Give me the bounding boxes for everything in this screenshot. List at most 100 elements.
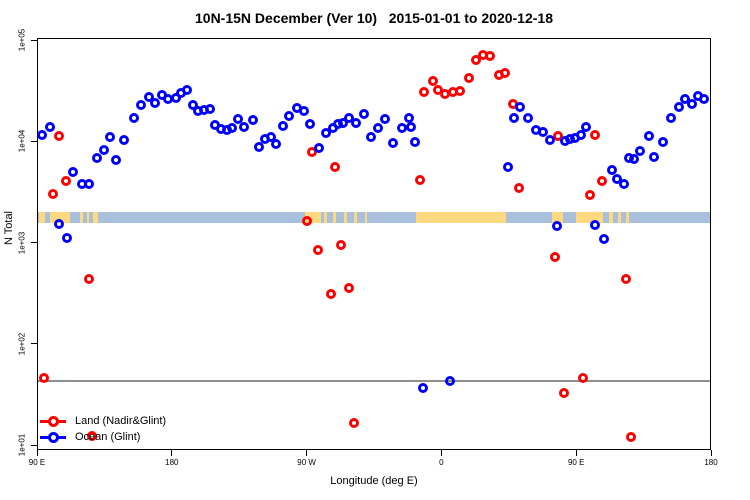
- data-point-ocean: [226, 123, 237, 134]
- data-point-land: [83, 274, 94, 284]
- data-point-ocean: [514, 102, 525, 113]
- data-point-ocean: [136, 100, 147, 111]
- legend-label: Land (Nadir&Glint): [75, 415, 167, 427]
- data-point-ocean: [247, 114, 258, 125]
- data-point-land: [620, 274, 631, 284]
- data-point-ocean: [149, 98, 160, 109]
- data-point-land: [86, 430, 97, 441]
- x-tick: [171, 450, 173, 456]
- data-point-land: [499, 68, 510, 78]
- data-point-ocean: [657, 136, 668, 147]
- y-tick-label: 1e+05: [17, 28, 27, 52]
- data-point-ocean: [643, 131, 654, 142]
- data-point-ocean: [204, 104, 215, 114]
- data-point-land: [558, 387, 569, 398]
- data-point-ocean: [396, 123, 407, 134]
- data-point-ocean: [405, 121, 416, 132]
- data-point-land: [312, 245, 323, 256]
- legend-item-ocean: Ocean (Glint): [40, 430, 200, 446]
- map-band-land: [416, 211, 506, 223]
- data-point-land: [578, 372, 589, 383]
- x-tick-label: 90 W: [297, 458, 316, 467]
- map-band-land: [39, 211, 46, 223]
- data-point-ocean: [304, 119, 315, 130]
- data-point-ocean: [387, 137, 398, 148]
- data-point-land: [549, 251, 560, 262]
- data-point-ocean: [104, 131, 115, 142]
- data-point-ocean: [238, 121, 249, 132]
- data-point-land: [47, 189, 58, 200]
- data-point-ocean: [321, 128, 332, 139]
- plot-area: [37, 38, 711, 450]
- data-point-ocean: [686, 98, 697, 109]
- y-tick: [31, 242, 37, 243]
- x-tick: [710, 450, 712, 456]
- data-point-land: [513, 183, 524, 194]
- data-point-land: [625, 431, 636, 442]
- map-band-land: [324, 211, 328, 223]
- map-band-land: [333, 211, 337, 223]
- data-point-ocean: [575, 129, 586, 140]
- map-band-land: [364, 211, 368, 223]
- data-point-land: [330, 161, 340, 172]
- map-band-land: [608, 211, 613, 223]
- data-point-land: [53, 131, 64, 142]
- data-point-ocean: [365, 131, 376, 142]
- data-point-ocean: [673, 102, 684, 113]
- map-band-land: [79, 211, 83, 223]
- map-band-land: [343, 211, 347, 223]
- data-point-land: [463, 73, 474, 83]
- data-point-land: [343, 282, 354, 293]
- y-tick-label: 1e+03: [17, 231, 27, 254]
- map-band-land: [49, 211, 71, 223]
- data-point-ocean: [502, 161, 513, 172]
- data-point-ocean: [67, 167, 78, 178]
- y-tick-label: 1e+02: [17, 332, 27, 355]
- data-point-ocean: [343, 112, 354, 123]
- map-band-ocean: [38, 211, 710, 223]
- data-point-land: [349, 417, 360, 428]
- x-tick-label: 90 E: [567, 458, 585, 467]
- data-point-land: [302, 216, 312, 227]
- data-point-land: [414, 174, 425, 185]
- data-point-ocean: [358, 109, 369, 120]
- map-band-land: [354, 211, 357, 223]
- data-point-land: [484, 50, 495, 61]
- data-point-ocean: [618, 178, 629, 189]
- legend-label: Ocean (Glint): [75, 431, 141, 443]
- data-point-ocean: [91, 153, 102, 164]
- data-point-ocean: [580, 121, 591, 132]
- data-point-ocean: [61, 233, 72, 244]
- data-point-ocean: [182, 85, 193, 96]
- data-point-land: [38, 372, 49, 383]
- x-tick-label: 90 E: [28, 458, 46, 467]
- data-point-ocean: [270, 138, 281, 149]
- data-point-ocean: [537, 127, 548, 138]
- reference-line: [38, 379, 710, 382]
- data-point-ocean: [551, 220, 562, 231]
- data-point-land: [61, 176, 71, 187]
- x-tick: [306, 450, 308, 456]
- data-point-ocean: [37, 129, 48, 140]
- data-point-ocean: [350, 117, 361, 128]
- data-point-land: [336, 240, 346, 251]
- data-point-land: [589, 129, 600, 140]
- data-point-ocean: [299, 105, 309, 116]
- y-tick-label: 1e+01: [17, 433, 27, 457]
- data-point-ocean: [698, 94, 709, 105]
- legend-item-land: Land (Nadir&Glint): [40, 414, 200, 430]
- data-point-ocean: [118, 135, 129, 146]
- chart-title: 10N-15N December (Ver 10) 2015-01-01 to …: [195, 10, 553, 26]
- data-point-ocean: [606, 165, 617, 176]
- data-point-ocean: [129, 112, 139, 123]
- data-point-land: [470, 55, 481, 66]
- data-point-ocean: [544, 135, 555, 146]
- y-tick: [31, 140, 37, 142]
- data-point-ocean: [417, 383, 428, 394]
- data-point-ocean: [313, 143, 324, 154]
- data-point-land: [427, 75, 438, 86]
- x-tick-label: 180: [165, 458, 179, 467]
- map-band-land: [86, 211, 89, 223]
- data-point-ocean: [98, 145, 109, 156]
